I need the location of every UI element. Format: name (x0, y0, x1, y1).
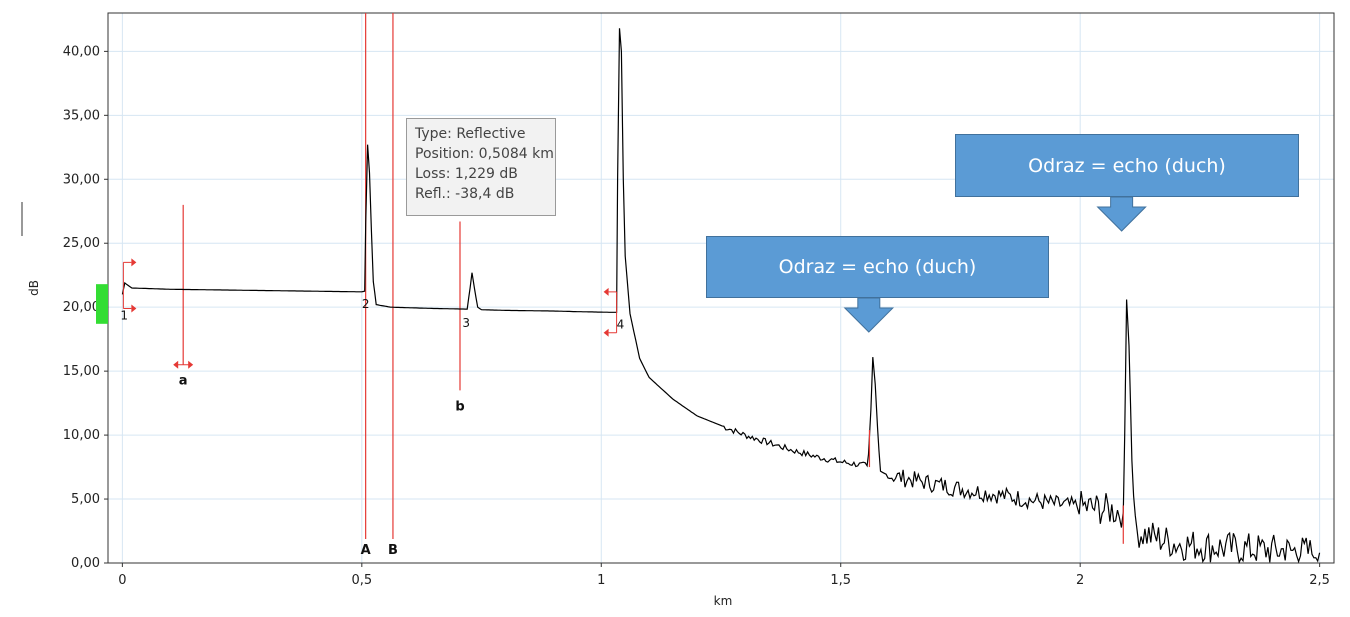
x-tick-label: 2,5 (1309, 573, 1330, 588)
event-1-label: 1 (120, 308, 128, 322)
marker-b-label: B (388, 543, 398, 558)
y-axis-title: dB (27, 280, 41, 296)
y-tick-label: 35,00 (63, 108, 100, 123)
event-4-label: 4 (617, 317, 625, 331)
event-tooltip: Type: Reflective Position: 0,5084 km Los… (406, 118, 556, 216)
x-tick-label: 0,5 (351, 573, 372, 588)
x-tick-label: 0 (118, 573, 126, 588)
event-4-bracket (608, 291, 618, 334)
launch-level-marker (96, 284, 108, 324)
y-tick-label: 30,00 (63, 172, 100, 187)
x-tick-label: 1,5 (830, 573, 851, 588)
event-3-label: 3 (462, 316, 470, 330)
callout-arrows (843, 196, 1147, 333)
y-tick-label: 15,00 (63, 364, 100, 379)
y-tick-label: 20,00 (63, 300, 100, 315)
marker-a-label: A (361, 543, 371, 558)
event-4-arrows (603, 287, 609, 337)
x-axis-title: km (714, 594, 733, 608)
tooltip-loss: Loss: 1,229 dB (415, 166, 518, 182)
y-tick-label: 25,00 (63, 236, 100, 251)
cursor-a-label: a (179, 374, 188, 389)
tooltip-position: Position: 0,5084 km (415, 146, 554, 162)
echo-callout-2-arrow (1096, 196, 1147, 232)
y-tick-label: 5,00 (71, 492, 100, 507)
echo-callout-1: Odraz = echo (duch) (706, 236, 1049, 298)
echo-callout-1-arrow (843, 297, 895, 333)
y-tick-label: 0,00 (71, 556, 100, 571)
tooltip-reflectance: Refl.: -38,4 dB (415, 186, 515, 202)
trace-line (121, 28, 1321, 565)
cursor-a-handle (173, 360, 194, 369)
cursors[interactable]: ab (173, 204, 465, 414)
event-1-arrows (131, 258, 137, 313)
event-2-label: 2 (362, 297, 370, 311)
echo-callout-2: Odraz = echo (duch) (955, 134, 1299, 197)
cursor-b-label: b (455, 399, 464, 414)
x-tick-label: 1 (597, 573, 605, 588)
event-markers: 1 2 3 4 (120, 258, 1124, 544)
tooltip-type: Type: Reflective (415, 126, 526, 142)
y-tick-label: 40,00 (63, 44, 100, 59)
axis-ticks: 0 0,5 1 1,5 2 2,5 0,00 5,00 10,00 15,00 20,00 25,00… (63, 44, 1330, 588)
x-tick-label: 2 (1076, 573, 1084, 588)
y-tick-label: 10,00 (63, 428, 100, 443)
event-1-bracket (122, 261, 132, 309)
